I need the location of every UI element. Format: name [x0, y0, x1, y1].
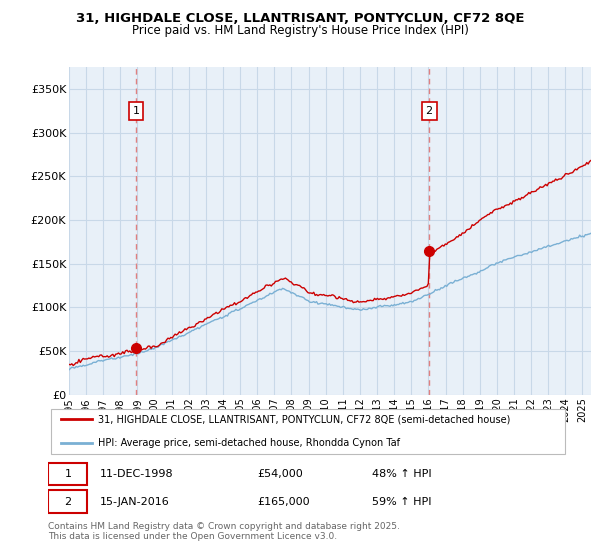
Text: 2: 2 — [64, 497, 71, 507]
Text: 1: 1 — [64, 469, 71, 479]
FancyBboxPatch shape — [50, 409, 565, 454]
Text: 48% ↑ HPI: 48% ↑ HPI — [371, 469, 431, 479]
Text: 31, HIGHDALE CLOSE, LLANTRISANT, PONTYCLUN, CF72 8QE: 31, HIGHDALE CLOSE, LLANTRISANT, PONTYCL… — [76, 12, 524, 25]
Text: 11-DEC-1998: 11-DEC-1998 — [100, 469, 174, 479]
Text: 2: 2 — [425, 106, 433, 116]
FancyBboxPatch shape — [48, 491, 87, 513]
Text: 1: 1 — [133, 106, 140, 116]
Text: £165,000: £165,000 — [257, 497, 310, 507]
Text: Price paid vs. HM Land Registry's House Price Index (HPI): Price paid vs. HM Land Registry's House … — [131, 24, 469, 37]
Text: £54,000: £54,000 — [257, 469, 302, 479]
FancyBboxPatch shape — [48, 463, 87, 485]
Text: 59% ↑ HPI: 59% ↑ HPI — [371, 497, 431, 507]
Text: HPI: Average price, semi-detached house, Rhondda Cynon Taf: HPI: Average price, semi-detached house,… — [98, 437, 400, 447]
Text: Contains HM Land Registry data © Crown copyright and database right 2025.
This d: Contains HM Land Registry data © Crown c… — [48, 522, 400, 542]
Text: 15-JAN-2016: 15-JAN-2016 — [100, 497, 170, 507]
Text: 31, HIGHDALE CLOSE, LLANTRISANT, PONTYCLUN, CF72 8QE (semi-detached house): 31, HIGHDALE CLOSE, LLANTRISANT, PONTYCL… — [98, 414, 510, 424]
